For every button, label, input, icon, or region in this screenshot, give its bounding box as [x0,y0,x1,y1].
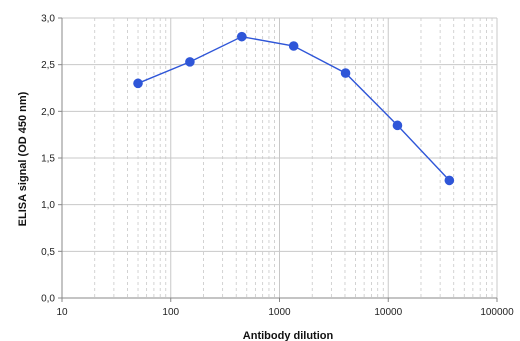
data-point [444,175,455,186]
y-tick-label: 1,5 [41,154,55,165]
data-point [288,41,299,51]
y-axis-label: ELISA signal (OD 450 nm) [17,91,29,226]
data-point [340,68,351,78]
x-tick-label: 1000 [268,307,291,318]
data-point [185,57,195,67]
data-point [133,78,143,89]
series-layer [133,31,455,186]
y-tick-label: 3,0 [41,14,55,25]
x-tick-label: 100000 [480,307,514,318]
tick-labels-layer: 0,0 0,5 1,0 1,5 2,0 2,5 3,0 10 100 1000 10000 10000… [41,14,514,319]
y-tick-label: 2,0 [41,107,55,118]
x-tick-label: 10000 [374,307,402,318]
y-tick-label: 0,5 [41,247,55,258]
x-axis-label: Antibody dilution [243,330,334,341]
data-point [236,31,247,42]
x-tick-label: 10 [56,307,68,318]
grid-layer [61,17,498,299]
y-tick-label: 0,0 [41,294,55,305]
y-tick-label: 2,5 [41,60,55,71]
axes-layer [58,17,498,302]
data-point [392,120,403,131]
x-tick-label: 100 [162,307,179,318]
y-tick-label: 1,0 [41,200,55,211]
